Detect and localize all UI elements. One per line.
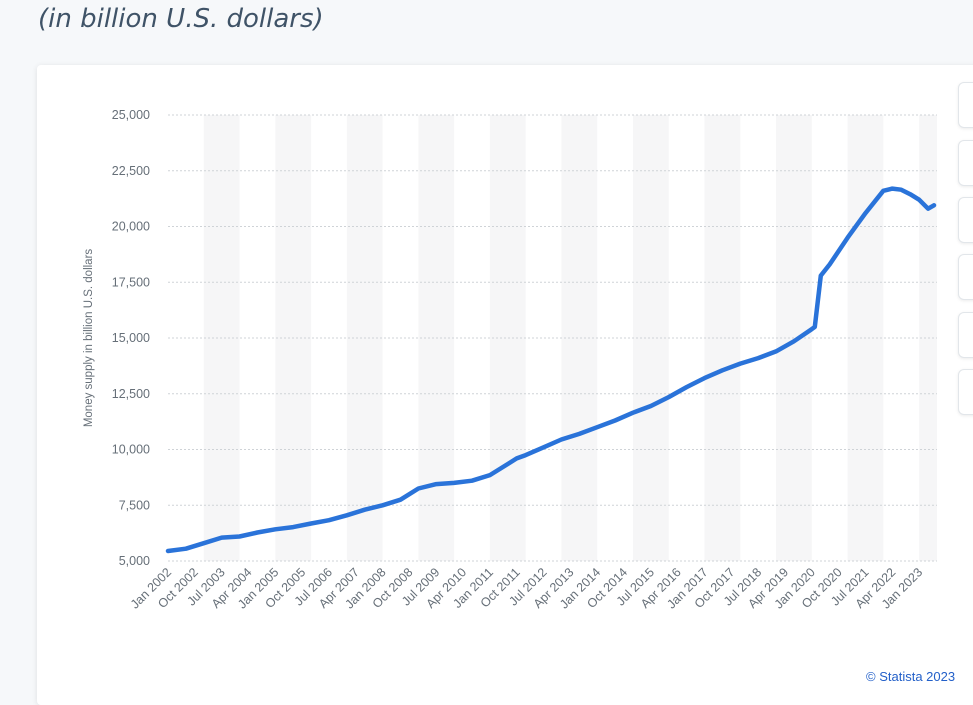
y-axis-title: Money supply in billion U.S. dollars xyxy=(83,249,95,428)
chart-subtitle: (in billion U.S. dollars) xyxy=(38,4,324,34)
data-point[interactable] xyxy=(254,529,260,535)
data-point[interactable] xyxy=(415,486,421,492)
data-point[interactable] xyxy=(648,403,654,409)
side-toolbar-button-6[interactable] xyxy=(958,369,973,415)
data-point[interactable] xyxy=(880,188,886,194)
y-tick-label: 25,000 xyxy=(112,108,150,122)
data-point[interactable] xyxy=(219,535,225,541)
data-point[interactable] xyxy=(201,540,207,546)
data-point[interactable] xyxy=(755,355,761,361)
data-point[interactable] xyxy=(666,394,672,400)
data-point[interactable] xyxy=(183,546,189,552)
data-point[interactable] xyxy=(576,431,582,437)
data-point[interactable] xyxy=(558,436,564,442)
data-point[interactable] xyxy=(326,517,332,523)
data-point[interactable] xyxy=(505,461,511,467)
data-point[interactable] xyxy=(344,512,350,518)
y-tick-label: 5,000 xyxy=(119,554,150,568)
side-toolbar-button-4[interactable] xyxy=(958,254,973,300)
data-point[interactable] xyxy=(612,418,618,424)
statista-credit-link[interactable]: © Statista 2023 xyxy=(866,669,956,684)
data-point[interactable] xyxy=(684,384,690,390)
data-point[interactable] xyxy=(380,502,386,508)
y-tick-label: 20,000 xyxy=(112,220,150,234)
data-point[interactable] xyxy=(237,533,243,539)
y-tick-label: 12,500 xyxy=(112,387,150,401)
data-point[interactable] xyxy=(397,497,403,503)
data-point[interactable] xyxy=(719,367,725,373)
data-point[interactable] xyxy=(845,235,851,241)
data-point[interactable] xyxy=(469,478,475,484)
data-point[interactable] xyxy=(272,526,278,532)
data-point[interactable] xyxy=(523,452,529,458)
data-point[interactable] xyxy=(907,191,913,197)
data-point[interactable] xyxy=(433,481,439,487)
data-point[interactable] xyxy=(702,375,708,381)
line-chart: 5,000 7,500 10,000 12,500 15,000 17,500 20,000… xyxy=(83,108,937,611)
data-point[interactable] xyxy=(862,210,868,216)
data-point[interactable] xyxy=(812,324,818,330)
y-tick-label: 17,500 xyxy=(112,275,150,289)
side-toolbar-button-3[interactable] xyxy=(958,197,973,243)
y-tick-label: 22,500 xyxy=(112,164,150,178)
data-point[interactable] xyxy=(737,361,743,367)
side-toolbar-button-1[interactable] xyxy=(958,82,973,128)
data-point[interactable] xyxy=(290,524,296,530)
data-point[interactable] xyxy=(925,206,931,212)
data-point[interactable] xyxy=(889,186,895,192)
y-tick-label: 7,500 xyxy=(119,498,150,512)
data-point[interactable] xyxy=(308,521,314,527)
data-point[interactable] xyxy=(818,273,824,279)
year-band xyxy=(561,115,598,561)
side-toolbar-button-2[interactable] xyxy=(958,140,973,186)
data-line xyxy=(165,186,937,554)
data-point[interactable] xyxy=(898,187,904,193)
data-point[interactable] xyxy=(514,455,520,461)
data-point[interactable] xyxy=(630,410,636,416)
data-point[interactable] xyxy=(594,424,600,430)
side-toolbar-button-5[interactable] xyxy=(958,312,973,358)
data-point[interactable] xyxy=(931,202,937,208)
data-point[interactable] xyxy=(165,548,171,554)
data-point[interactable] xyxy=(362,507,368,513)
year-band xyxy=(632,115,669,561)
data-point[interactable] xyxy=(773,348,779,354)
data-point[interactable] xyxy=(916,197,922,203)
year-band xyxy=(704,115,741,561)
y-tick-label: 10,000 xyxy=(112,443,150,457)
data-point[interactable] xyxy=(541,444,547,450)
data-point[interactable] xyxy=(487,472,493,478)
year-band xyxy=(489,115,526,561)
data-point[interactable] xyxy=(791,338,797,344)
y-tick-label: 15,000 xyxy=(112,331,150,345)
data-point[interactable] xyxy=(451,480,457,486)
data-point[interactable] xyxy=(827,261,833,267)
